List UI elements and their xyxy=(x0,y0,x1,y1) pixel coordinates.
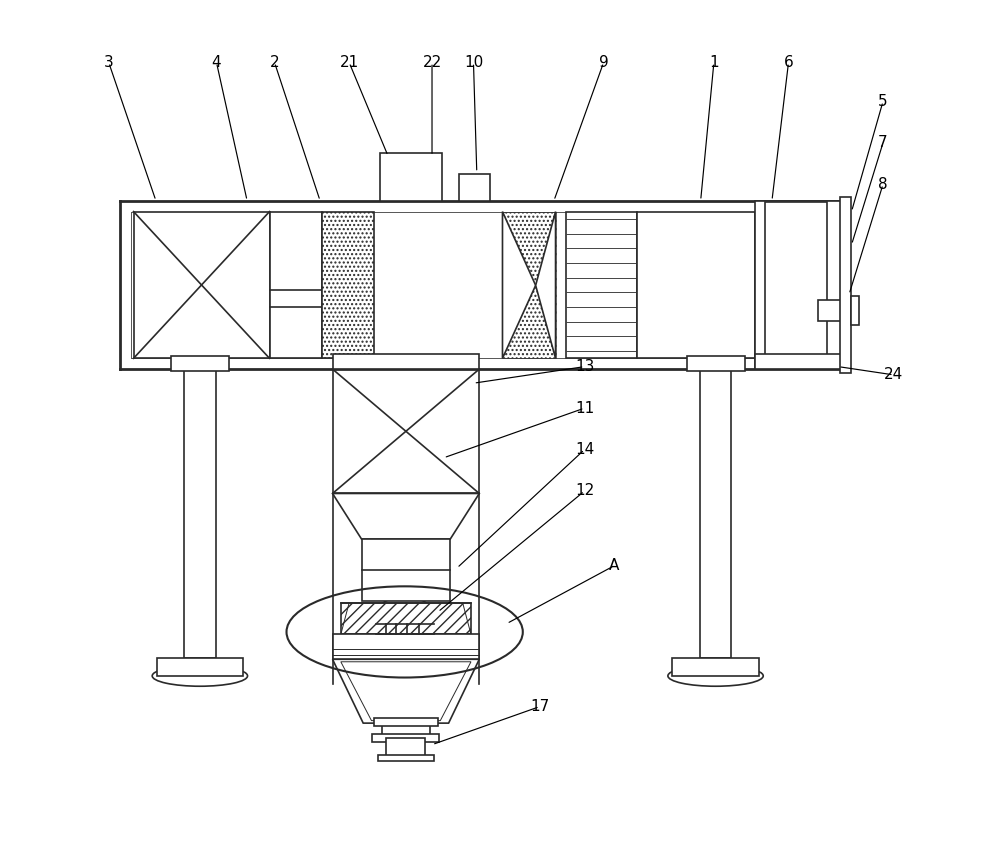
Bar xyxy=(700,369,731,657)
Bar xyxy=(672,657,759,676)
Polygon shape xyxy=(333,493,479,539)
Bar xyxy=(333,354,479,369)
Bar xyxy=(270,212,322,359)
Ellipse shape xyxy=(152,666,248,686)
Bar xyxy=(134,212,270,359)
Bar xyxy=(386,738,425,756)
Text: 17: 17 xyxy=(530,699,549,714)
Bar xyxy=(755,354,847,369)
Bar xyxy=(157,657,243,676)
Text: 8: 8 xyxy=(878,177,888,192)
Text: 4: 4 xyxy=(212,55,221,70)
Text: 9: 9 xyxy=(599,55,609,70)
Bar xyxy=(687,356,745,371)
Bar xyxy=(637,212,755,359)
Polygon shape xyxy=(333,659,479,723)
Bar xyxy=(818,300,844,321)
Bar xyxy=(380,153,442,201)
Text: 13: 13 xyxy=(575,359,594,374)
Text: 14: 14 xyxy=(575,442,594,457)
Bar xyxy=(840,196,851,373)
Bar xyxy=(184,369,216,657)
Bar xyxy=(755,201,847,369)
Polygon shape xyxy=(502,212,536,359)
Bar xyxy=(382,723,430,738)
Bar xyxy=(374,718,438,727)
Text: 12: 12 xyxy=(575,483,594,498)
Text: 5: 5 xyxy=(878,94,888,109)
Polygon shape xyxy=(536,212,556,359)
Text: 10: 10 xyxy=(464,55,483,70)
Bar xyxy=(171,356,229,371)
Bar xyxy=(322,212,374,359)
Bar xyxy=(502,212,556,359)
Bar xyxy=(459,174,490,201)
Bar xyxy=(378,755,434,761)
Bar xyxy=(362,539,450,602)
Bar xyxy=(372,734,439,742)
Text: 7: 7 xyxy=(878,135,888,151)
Text: 2: 2 xyxy=(270,55,279,70)
Text: 22: 22 xyxy=(422,55,442,70)
Text: 24: 24 xyxy=(884,367,903,382)
Text: 11: 11 xyxy=(575,400,594,415)
Bar xyxy=(765,201,827,359)
Bar xyxy=(341,603,471,634)
Bar xyxy=(851,296,859,325)
Bar xyxy=(333,634,479,659)
Text: 1: 1 xyxy=(709,55,719,70)
Polygon shape xyxy=(341,662,471,721)
Text: 3: 3 xyxy=(104,55,114,70)
Text: 6: 6 xyxy=(784,55,793,70)
Text: 21: 21 xyxy=(339,55,359,70)
Ellipse shape xyxy=(668,666,763,686)
Text: A: A xyxy=(609,558,620,573)
Bar xyxy=(566,212,637,359)
